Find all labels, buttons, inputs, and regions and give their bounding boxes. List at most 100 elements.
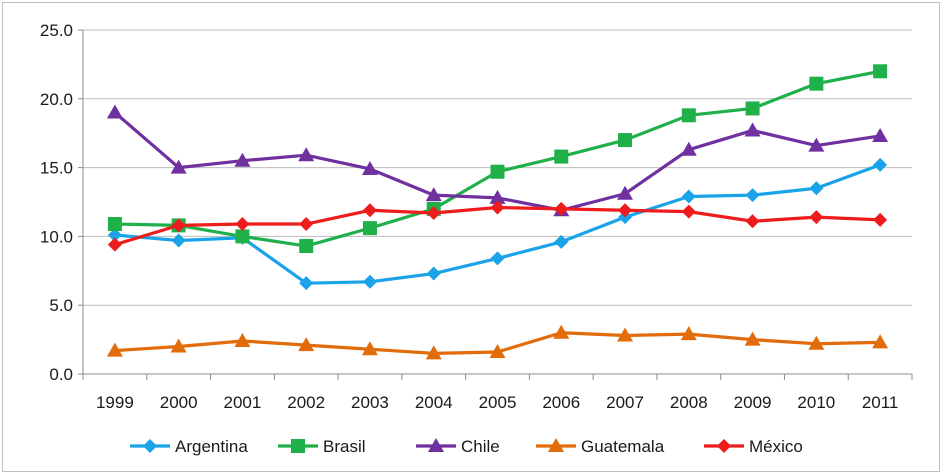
legend-label: Argentina xyxy=(175,437,248,456)
data-point-mexico xyxy=(618,203,633,218)
data-point-brasil xyxy=(362,221,377,236)
legend-marker xyxy=(548,438,564,452)
data-point-guatemala xyxy=(872,334,889,349)
legend-marker xyxy=(717,439,731,453)
series-chile xyxy=(106,104,889,217)
data-point-chile xyxy=(489,189,506,204)
legend-item-chile: Chile xyxy=(416,437,500,456)
legend-item-mexico: México xyxy=(704,437,803,456)
data-point-mexico xyxy=(107,237,122,252)
x-tick-label: 2008 xyxy=(670,393,708,412)
data-point-guatemala xyxy=(489,343,506,358)
series-mexico xyxy=(107,200,888,252)
data-point-guatemala xyxy=(808,335,825,350)
data-point-guatemala xyxy=(106,342,123,357)
data-point-mexico xyxy=(873,212,888,227)
data-point-chile xyxy=(298,147,315,162)
x-tick-label: 2004 xyxy=(415,393,453,412)
gridlines xyxy=(83,29,912,306)
data-point-chile xyxy=(744,122,761,137)
data-point-argentina xyxy=(362,274,377,289)
data-point-chile xyxy=(617,185,634,200)
x-tick-label: 2001 xyxy=(224,393,262,412)
data-point-mexico xyxy=(299,217,314,232)
data-point-chile xyxy=(106,104,123,119)
legend: Argentina Brasil Chile Guatemala México xyxy=(130,437,803,456)
data-point-chile xyxy=(234,152,251,167)
series-group xyxy=(106,64,889,360)
data-point-chile xyxy=(361,160,378,175)
data-point-mexico xyxy=(362,203,377,218)
data-point-guatemala xyxy=(234,332,251,347)
x-tick-label: 2007 xyxy=(606,393,644,412)
data-point-argentina xyxy=(426,266,441,281)
data-point-brasil xyxy=(235,229,250,244)
data-point-chile xyxy=(170,159,187,174)
data-point-brasil xyxy=(873,64,888,79)
x-tick-labels: 1999 2000 2001 2002 2003 2004 2005 2006 2007 2008… xyxy=(96,393,898,412)
y-tick-labels: 0.0 5.0 10.0 15.0 20.0 25.0 xyxy=(40,21,73,384)
data-point-argentina xyxy=(745,188,760,203)
x-tick-label: 2002 xyxy=(287,393,325,412)
data-point-guatemala xyxy=(680,326,697,341)
y-tick-label: 0.0 xyxy=(49,365,73,384)
data-point-guatemala xyxy=(617,327,634,342)
data-point-chile xyxy=(872,127,889,142)
data-point-guatemala xyxy=(425,345,442,360)
series-guatemala xyxy=(106,324,889,360)
data-point-argentina xyxy=(554,234,569,249)
data-point-guatemala xyxy=(298,337,315,352)
data-point-mexico xyxy=(171,218,186,233)
data-point-chile xyxy=(808,137,825,152)
data-point-brasil xyxy=(745,101,760,116)
data-point-brasil xyxy=(554,149,569,164)
data-point-mexico xyxy=(426,206,441,221)
x-tick-label: 2006 xyxy=(542,393,580,412)
legend-label: Guatemala xyxy=(581,437,665,456)
data-point-chile xyxy=(680,141,697,156)
data-point-mexico xyxy=(490,200,505,215)
data-point-argentina xyxy=(490,251,505,266)
y-tick-label: 10.0 xyxy=(40,227,73,246)
data-point-chile xyxy=(425,187,442,202)
x-tick-label: 2009 xyxy=(734,393,772,412)
data-point-guatemala xyxy=(744,331,761,346)
legend-marker xyxy=(291,439,305,453)
legend-marker xyxy=(143,439,157,453)
data-point-argentina xyxy=(171,233,186,248)
data-point-argentina xyxy=(299,276,314,291)
data-point-guatemala xyxy=(553,324,570,339)
legend-item-argentina: Argentina xyxy=(130,437,248,456)
data-point-argentina xyxy=(681,189,696,204)
legend-label: Brasil xyxy=(323,437,366,456)
data-point-argentina xyxy=(809,181,824,196)
x-tick-label: 2005 xyxy=(479,393,517,412)
data-point-mexico xyxy=(809,210,824,225)
legend-label: Chile xyxy=(461,437,500,456)
data-point-brasil xyxy=(490,164,505,179)
data-point-brasil xyxy=(809,76,824,91)
legend-label: México xyxy=(749,437,803,456)
data-point-argentina xyxy=(107,228,122,243)
data-point-mexico xyxy=(681,204,696,219)
data-point-brasil xyxy=(299,239,314,254)
x-tick-label: 2011 xyxy=(862,393,899,412)
series-brasil xyxy=(107,64,888,254)
data-point-brasil xyxy=(681,108,696,123)
legend-marker xyxy=(428,438,444,452)
x-tick-label: 2000 xyxy=(160,393,198,412)
x-tick-label: 1999 xyxy=(96,393,134,412)
x-tick-label: 2010 xyxy=(797,393,835,412)
data-point-argentina xyxy=(873,157,888,172)
data-point-guatemala xyxy=(170,338,187,353)
data-point-mexico xyxy=(745,214,760,229)
data-point-guatemala xyxy=(361,341,378,356)
axes xyxy=(78,29,913,380)
data-point-mexico xyxy=(554,201,569,216)
legend-item-guatemala: Guatemala xyxy=(536,437,665,456)
y-tick-label: 20.0 xyxy=(40,90,73,109)
y-tick-label: 15.0 xyxy=(40,159,73,178)
data-point-brasil xyxy=(107,217,122,232)
